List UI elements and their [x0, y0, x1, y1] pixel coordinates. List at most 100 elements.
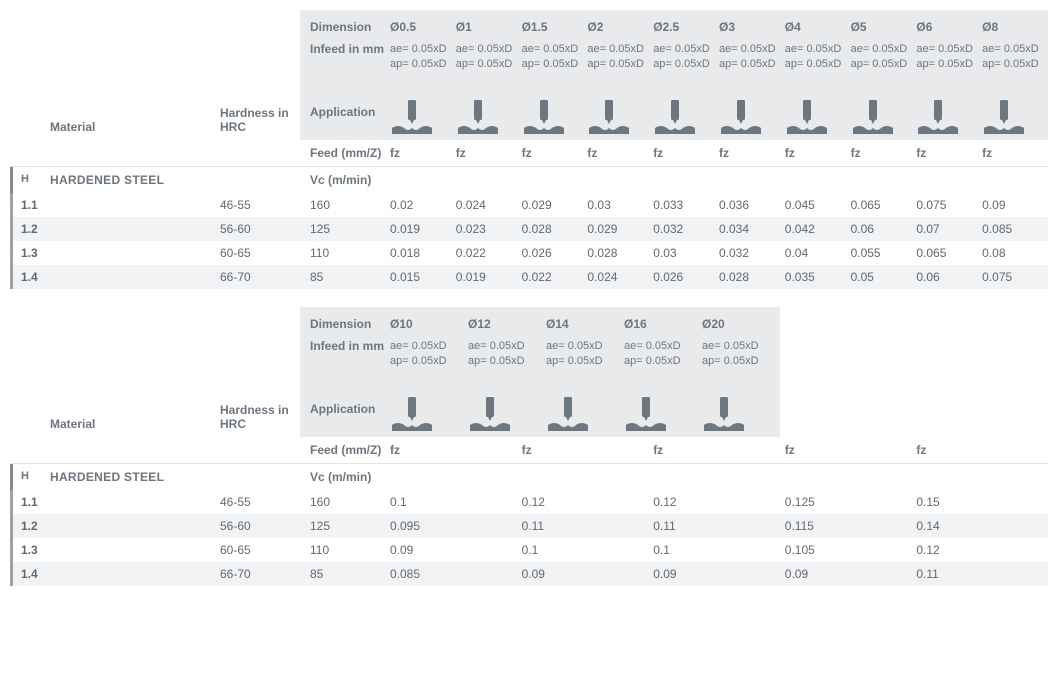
diameter-value: Ø1.5: [522, 20, 584, 42]
vc-cell: 110: [300, 543, 390, 557]
diameter-value: Ø14: [546, 317, 620, 339]
fz-cell: 0.1: [653, 543, 785, 557]
data-row: 1.466-70850.0150.0190.0220.0240.0260.028…: [10, 265, 1048, 289]
fz-header: fz: [522, 146, 588, 160]
fz-cell: 0.09: [653, 567, 785, 581]
fz-cell: 0.075: [916, 198, 982, 212]
row-index: 1.4: [13, 567, 50, 581]
label-infeed: Infeed in mm: [310, 339, 390, 385]
fz-cell: 0.032: [653, 222, 719, 236]
infeed-value: ae= 0.05xDap= 0.05xD: [653, 42, 715, 88]
fz-cell: 0.033: [653, 198, 719, 212]
fz-header: fz: [785, 443, 917, 457]
fz-header: fz: [719, 146, 785, 160]
fz-cell: 0.09: [982, 198, 1048, 212]
label-vc: Vc (m/min): [300, 173, 390, 187]
label-infeed: Infeed in mm: [310, 42, 390, 88]
infeed-value: ae= 0.05xDap= 0.05xD: [982, 42, 1044, 88]
material-group-row: H HARDENED STEEL Vc (m/min): [10, 167, 1048, 193]
fz-cell: 0.024: [456, 198, 522, 212]
application-icon: [653, 88, 715, 136]
diameter-value: Ø4: [785, 20, 847, 42]
vc-cell: 160: [300, 198, 390, 212]
fz-cell: 0.15: [916, 495, 1048, 509]
fz-cell: 0.05: [851, 270, 917, 284]
diameter-value: Ø8: [982, 20, 1044, 42]
fz-header: fz: [851, 146, 917, 160]
fz-header: fz: [982, 146, 1048, 160]
fz-cell: 0.045: [785, 198, 851, 212]
diameter-column: Ø1ae= 0.05xDap= 0.05xD: [456, 20, 522, 136]
col-hardness-header: Hardness in HRC: [220, 106, 300, 134]
label-vc: Vc (m/min): [300, 470, 390, 484]
diameter-value: Ø12: [468, 317, 542, 339]
fz-cell: 0.06: [851, 222, 917, 236]
diameter-value: Ø20: [702, 317, 776, 339]
fz-cell: 0.019: [456, 270, 522, 284]
infeed-value: ae= 0.05xDap= 0.05xD: [587, 42, 649, 88]
fz-cell: 0.09: [390, 543, 522, 557]
fz-cell: 0.095: [390, 519, 522, 533]
infeed-value: ae= 0.05xDap= 0.05xD: [916, 42, 978, 88]
material-group-row: H HARDENED STEEL Vc (m/min): [10, 464, 1048, 490]
fz-cell: 0.019: [390, 222, 456, 236]
label-dimension: Dimension: [310, 20, 390, 42]
diameter-value: Ø5: [851, 20, 913, 42]
fz-cell: 0.03: [653, 246, 719, 260]
diameter-column: Ø10ae= 0.05xDap= 0.05xD: [390, 317, 468, 433]
fz-cell: 0.08: [982, 246, 1048, 260]
data-row: 1.146-551600.10.120.120.1250.15: [10, 490, 1048, 514]
application-icon: [624, 385, 698, 433]
fz-cell: 0.026: [522, 246, 588, 260]
vc-cell: 85: [300, 270, 390, 284]
diameter-column: Ø20ae= 0.05xDap= 0.05xD: [702, 317, 780, 433]
fz-cell: 0.115: [785, 519, 917, 533]
infeed-value: ae= 0.05xDap= 0.05xD: [785, 42, 847, 88]
diameter-column: Ø12ae= 0.05xDap= 0.05xD: [468, 317, 546, 433]
vc-cell: 110: [300, 246, 390, 260]
fz-header: fz: [522, 443, 654, 457]
hardness-cell: 46-55: [220, 495, 300, 509]
infeed-value: ae= 0.05xDap= 0.05xD: [719, 42, 781, 88]
diameter-value: Ø16: [624, 317, 698, 339]
hardness-cell: 60-65: [220, 543, 300, 557]
diameter-value: Ø2.5: [653, 20, 715, 42]
fz-cell: 0.065: [851, 198, 917, 212]
vc-cell: 160: [300, 495, 390, 509]
label-application: Application: [310, 88, 390, 136]
diameter-column: Ø14ae= 0.05xDap= 0.05xD: [546, 317, 624, 433]
data-row: 1.360-651100.090.10.10.1050.12: [10, 538, 1048, 562]
diameter-value: Ø3: [719, 20, 781, 42]
row-index: 1.2: [13, 222, 50, 236]
hardness-cell: 66-70: [220, 270, 300, 284]
feed-row: Feed (mm/Z) fzfzfzfzfzfzfzfzfzfz: [10, 140, 1048, 167]
application-icon: [851, 88, 913, 136]
row-index: 1.4: [13, 270, 50, 284]
fz-cell: 0.12: [653, 495, 785, 509]
label-application: Application: [310, 385, 390, 433]
vc-cell: 125: [300, 519, 390, 533]
diameter-column: Ø6ae= 0.05xDap= 0.05xD: [916, 20, 982, 136]
diameter-column: Ø3ae= 0.05xDap= 0.05xD: [719, 20, 785, 136]
infeed-value: ae= 0.05xDap= 0.05xD: [624, 339, 698, 385]
application-icon: [982, 88, 1044, 136]
label-dimension: Dimension: [310, 317, 390, 339]
application-icon: [456, 88, 518, 136]
application-icon: [468, 385, 542, 433]
fz-cell: 0.1: [522, 543, 654, 557]
col-hardness-header: Hardness in HRC: [220, 403, 300, 431]
hardness-cell: 56-60: [220, 222, 300, 236]
application-icon: [719, 88, 781, 136]
fz-cell: 0.09: [522, 567, 654, 581]
cutting-data-table-2: Material Hardness in HRC Dimension Infee…: [10, 307, 1048, 586]
fz-header: fz: [587, 146, 653, 160]
fz-cell: 0.075: [982, 270, 1048, 284]
fz-cell: 0.085: [982, 222, 1048, 236]
fz-header: fz: [456, 146, 522, 160]
material-name: HARDENED STEEL: [50, 173, 220, 187]
hardness-cell: 66-70: [220, 567, 300, 581]
row-index: 1.1: [13, 495, 50, 509]
data-row: 1.360-651100.0180.0220.0260.0280.030.032…: [10, 241, 1048, 265]
fz-cell: 0.023: [456, 222, 522, 236]
feed-row: Feed (mm/Z) fzfzfzfzfz: [10, 437, 1048, 464]
